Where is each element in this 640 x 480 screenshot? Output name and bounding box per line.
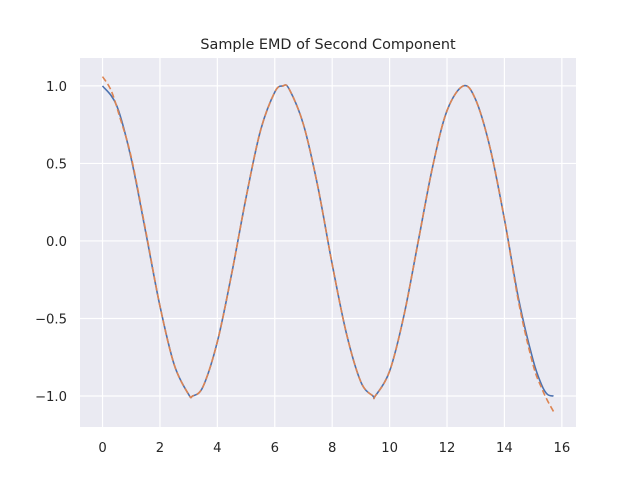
tick-labels: 0 2 4 6 8 10 12 14 16 1.0 0.5 0.0 −0.5 −1.0 <box>35 80 570 456</box>
x-tick-label: 0 <box>98 441 106 456</box>
x-tick-label: 4 <box>213 441 221 456</box>
x-tick-label: 8 <box>328 441 336 456</box>
x-tick-label: 14 <box>496 441 513 456</box>
x-tick-label: 12 <box>439 441 456 456</box>
chart-title: Sample EMD of Second Component <box>200 37 456 53</box>
x-tick-label: 2 <box>156 441 164 456</box>
dashed-series-line <box>101 76 555 412</box>
x-tick-label: 16 <box>553 441 570 456</box>
y-tick-label: 1.0 <box>46 80 67 95</box>
x-tick-label: 10 <box>381 441 398 456</box>
y-tick-label: 0.0 <box>46 235 67 250</box>
series-layer <box>101 76 555 412</box>
y-tick-label: −0.5 <box>35 312 67 327</box>
x-tick-label: 6 <box>271 441 279 456</box>
y-tick-label: −1.0 <box>35 390 67 405</box>
y-tick-label: 0.5 <box>46 157 67 172</box>
